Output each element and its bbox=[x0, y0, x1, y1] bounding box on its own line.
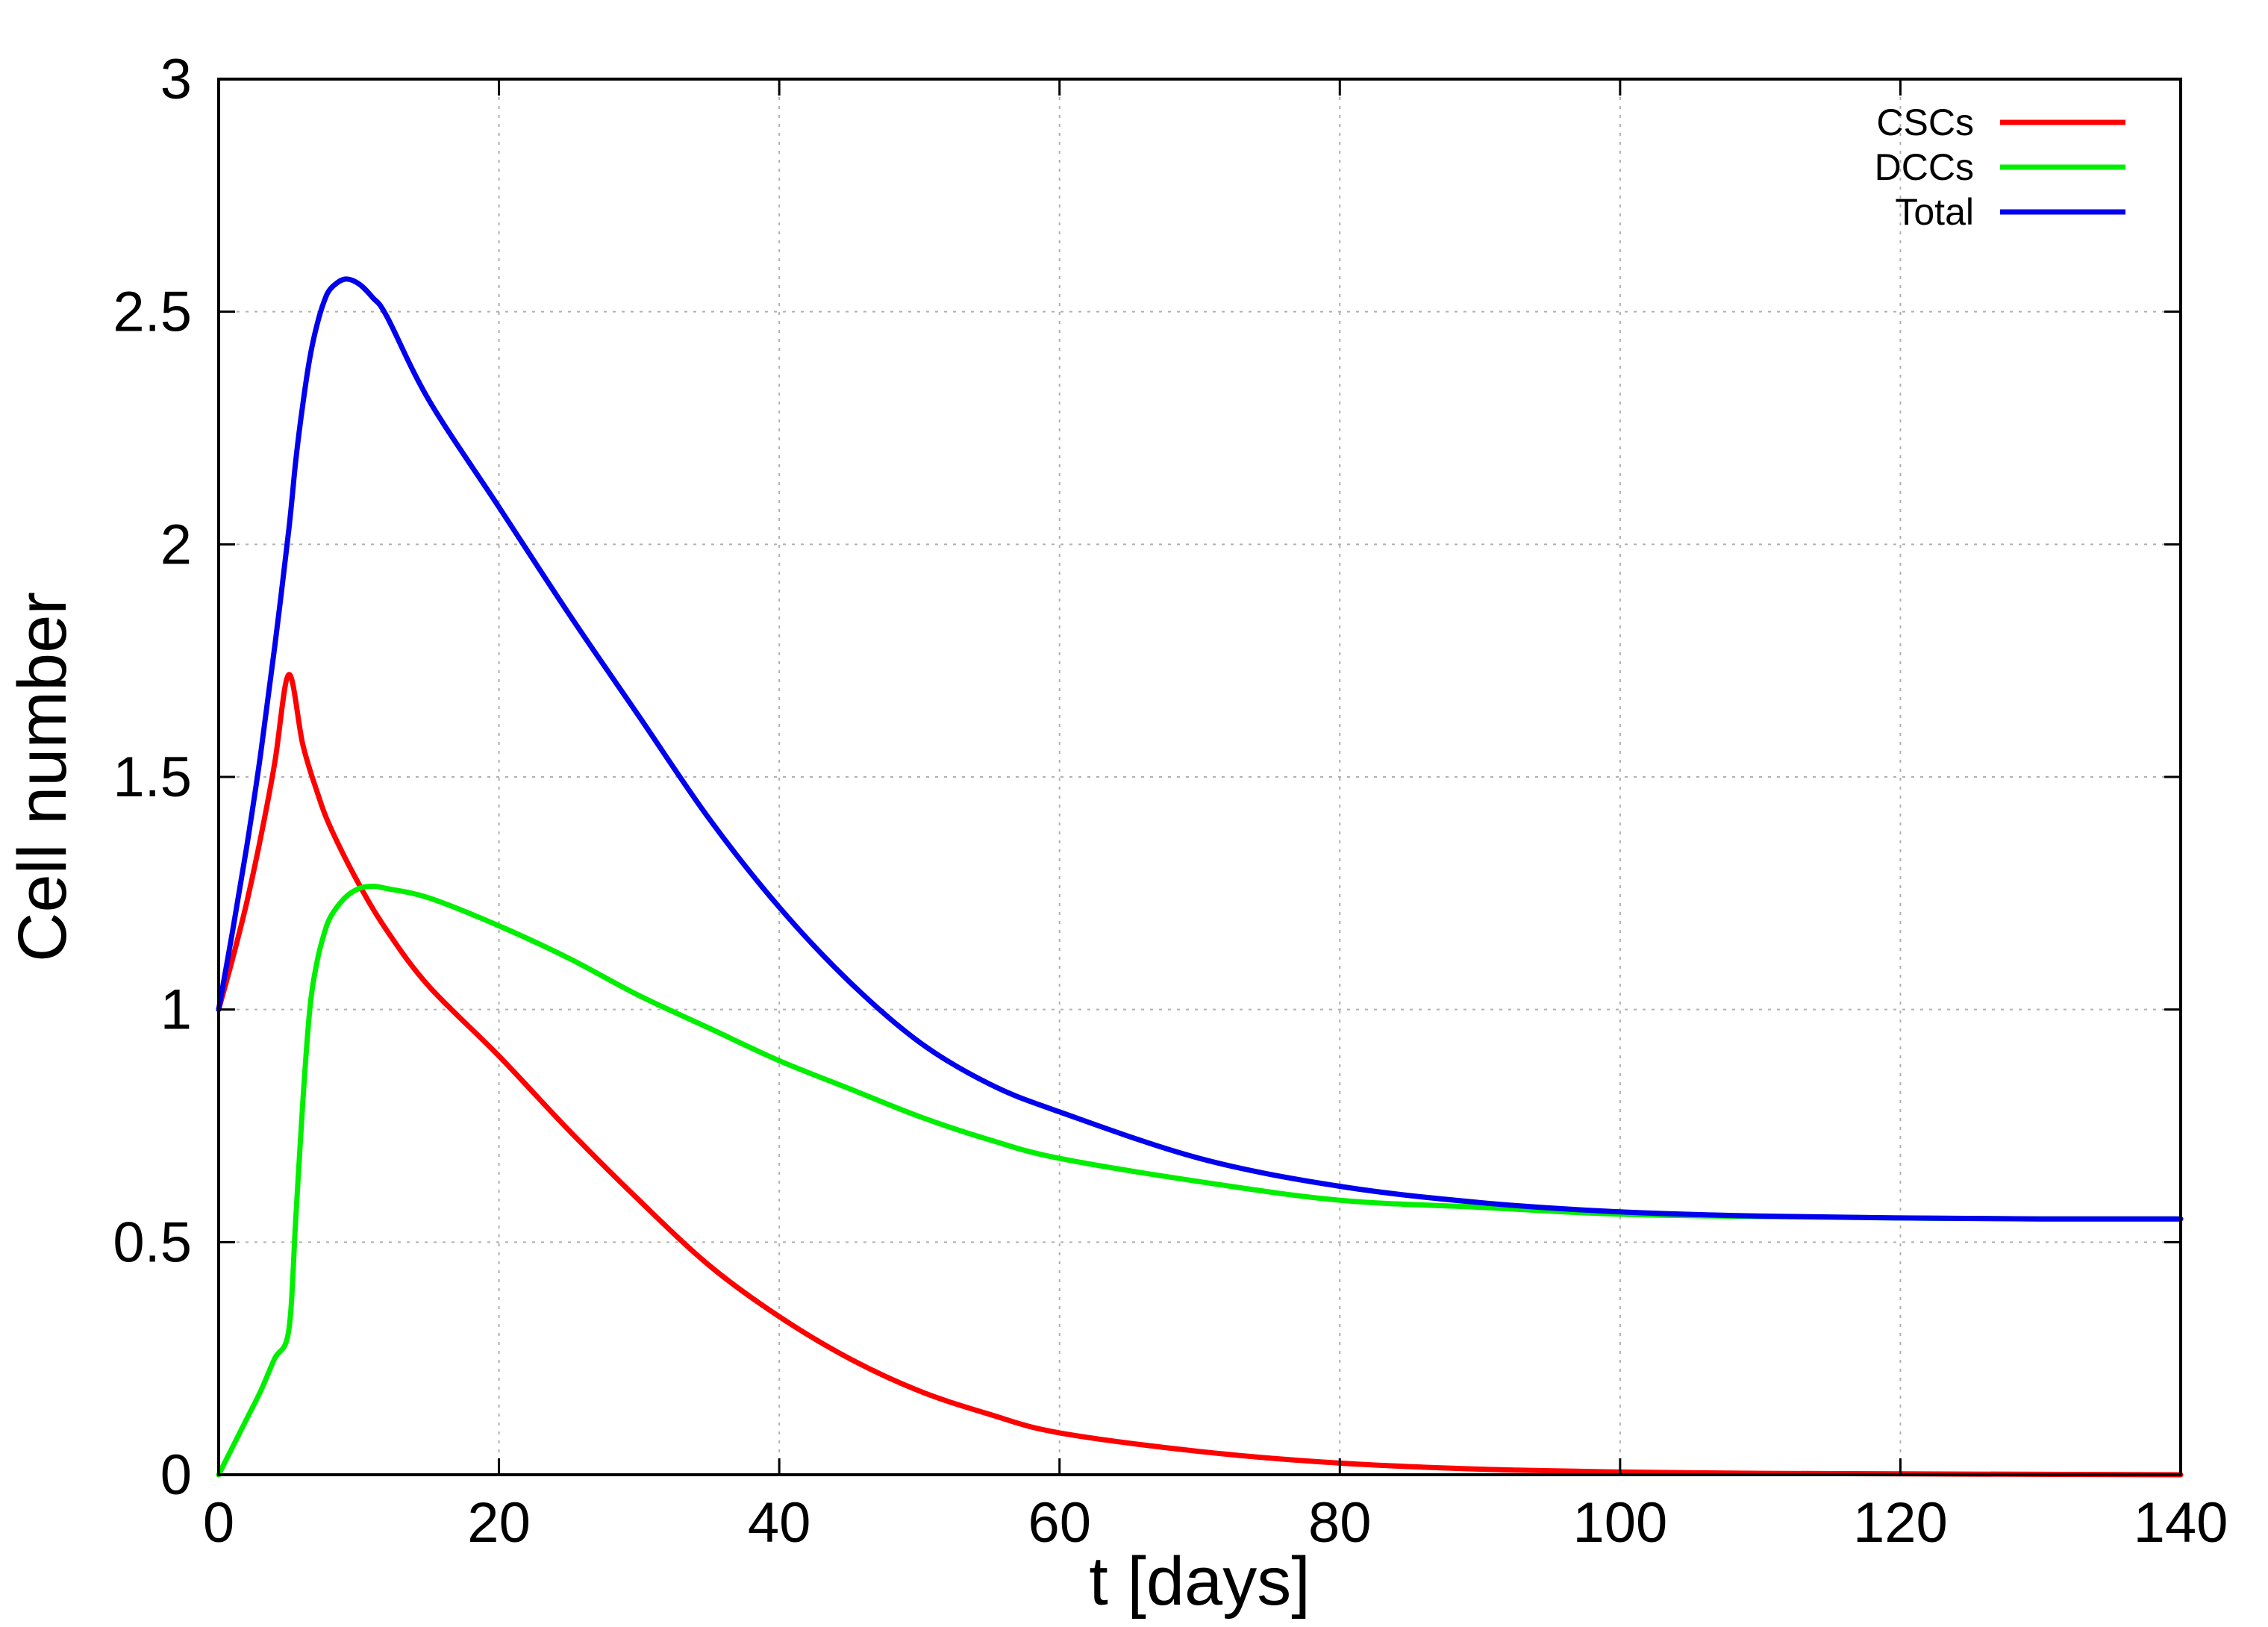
legend-label-total: Total bbox=[1895, 191, 1974, 233]
legend-label-cscs: CSCs bbox=[1876, 102, 1974, 143]
y-tick-label: 0.5 bbox=[113, 1211, 192, 1274]
y-tick-label: 1.5 bbox=[113, 746, 192, 809]
y-tick-label: 3 bbox=[160, 48, 192, 111]
legend-item-cscs: CSCs bbox=[1876, 102, 2125, 143]
x-tick-label: 100 bbox=[1572, 1491, 1667, 1555]
legend-label-dccs: DCCs bbox=[1875, 146, 1974, 188]
y-tick-label: 2.5 bbox=[113, 281, 192, 344]
series-line-dccs bbox=[216, 884, 2184, 1478]
y-tick-label: 1 bbox=[160, 978, 192, 1042]
x-tick-label: 60 bbox=[1028, 1491, 1091, 1555]
x-tick-label: 140 bbox=[2134, 1491, 2228, 1555]
x-tick-label: 0 bbox=[203, 1491, 234, 1555]
grid-layer bbox=[219, 79, 2181, 1475]
series-line-cscs bbox=[216, 672, 2184, 1478]
x-tick-label: 80 bbox=[1308, 1491, 1372, 1555]
y-axis-title: Cell number bbox=[4, 592, 81, 962]
y-tick-label: 2 bbox=[160, 513, 192, 576]
legend-item-total: Total bbox=[1895, 191, 2125, 233]
x-tick-label: 20 bbox=[467, 1491, 531, 1555]
tick-layer: 0 20 40 60 80 100 120 140 0 0.5 1 1.5 2 2.5 3 bbox=[113, 48, 2228, 1555]
x-axis-title: t [days] bbox=[1089, 1543, 1310, 1620]
series-layer bbox=[216, 276, 2184, 1478]
y-tick-label: 0 bbox=[160, 1443, 192, 1507]
x-tick-label: 120 bbox=[1853, 1491, 1948, 1555]
legend-item-dccs: DCCs bbox=[1875, 146, 2125, 188]
x-tick-label: 40 bbox=[748, 1491, 811, 1555]
series-line-total bbox=[216, 276, 2184, 1222]
